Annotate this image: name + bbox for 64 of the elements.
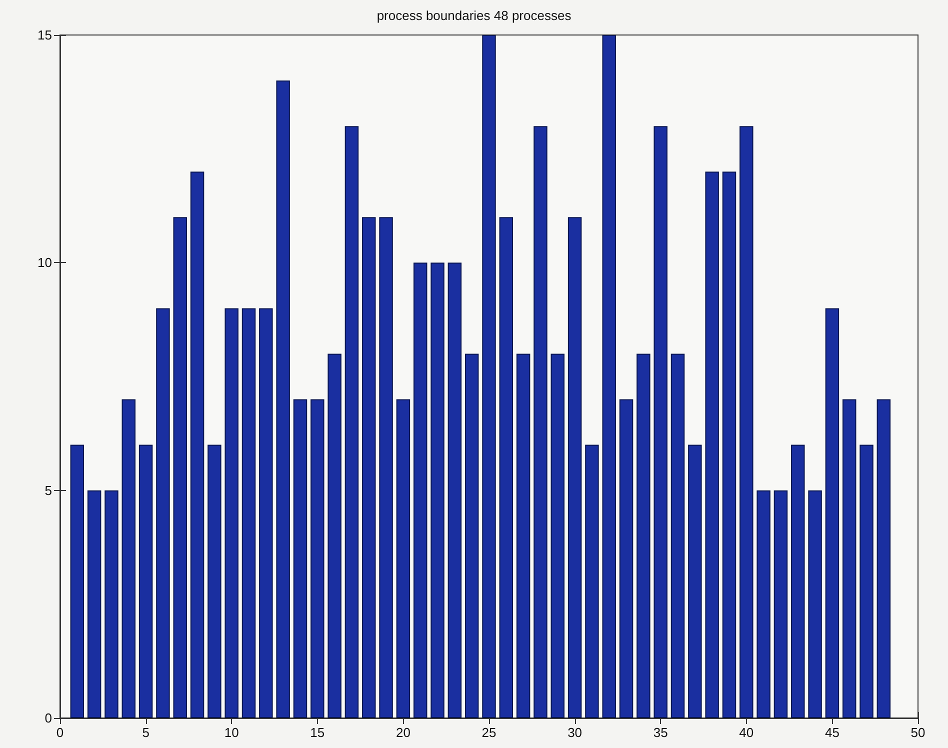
x-tick-label: 50	[910, 725, 926, 740]
bar	[448, 262, 462, 718]
bar	[705, 172, 719, 718]
bar	[722, 172, 736, 718]
x-tick-label: 10	[224, 725, 239, 740]
bar	[550, 354, 565, 718]
bar	[430, 262, 444, 718]
bar	[534, 126, 548, 718]
bar	[276, 80, 290, 718]
bar	[791, 444, 805, 718]
bar	[842, 399, 856, 718]
bar	[688, 444, 702, 718]
bar	[808, 490, 822, 718]
bar	[87, 490, 102, 718]
bar	[293, 399, 308, 718]
bar	[138, 444, 153, 718]
bar	[122, 399, 136, 718]
bar	[259, 308, 273, 718]
bar	[774, 490, 788, 718]
bar	[328, 354, 342, 718]
bar	[310, 399, 324, 718]
bar	[568, 217, 582, 718]
bar	[602, 35, 616, 718]
bar	[208, 444, 222, 718]
x-tick-label: 35	[653, 725, 668, 740]
bar	[585, 444, 599, 718]
bar	[464, 354, 479, 718]
bar	[636, 354, 650, 718]
bar	[379, 217, 393, 718]
bar	[482, 35, 496, 718]
bar	[740, 126, 754, 718]
bar	[756, 490, 770, 718]
bar	[156, 308, 170, 718]
bar	[654, 126, 668, 718]
x-tick-label: 25	[482, 725, 496, 740]
x-tick-label: 30	[568, 725, 582, 740]
bar	[516, 354, 530, 718]
bar	[104, 490, 118, 718]
y-tick-label: 15	[38, 28, 52, 42]
x-tick-label: 0	[56, 725, 64, 740]
bar	[670, 354, 685, 718]
bar	[344, 126, 359, 718]
x-tick-label: 20	[396, 725, 410, 740]
bar	[70, 444, 84, 718]
x-tick-label: 40	[739, 725, 754, 740]
bar	[876, 399, 891, 718]
x-tick-label: 5	[142, 725, 150, 740]
bar	[619, 399, 634, 718]
bar	[190, 172, 204, 718]
x-tick-label: 45	[824, 725, 840, 740]
bar	[242, 308, 256, 718]
bar	[860, 444, 874, 718]
bar	[413, 262, 428, 718]
y-tick-label: 5	[44, 482, 52, 498]
bar	[499, 217, 514, 718]
x-tick-label: 15	[310, 725, 325, 740]
bar	[224, 308, 238, 718]
bar	[825, 308, 840, 718]
bar	[173, 217, 187, 718]
y-tick-label: 10	[38, 255, 52, 270]
chart-title: process boundaries 48 processes	[376, 8, 572, 23]
bar	[396, 399, 410, 718]
y-tick-label: 0	[44, 710, 52, 726]
bar	[362, 217, 376, 718]
